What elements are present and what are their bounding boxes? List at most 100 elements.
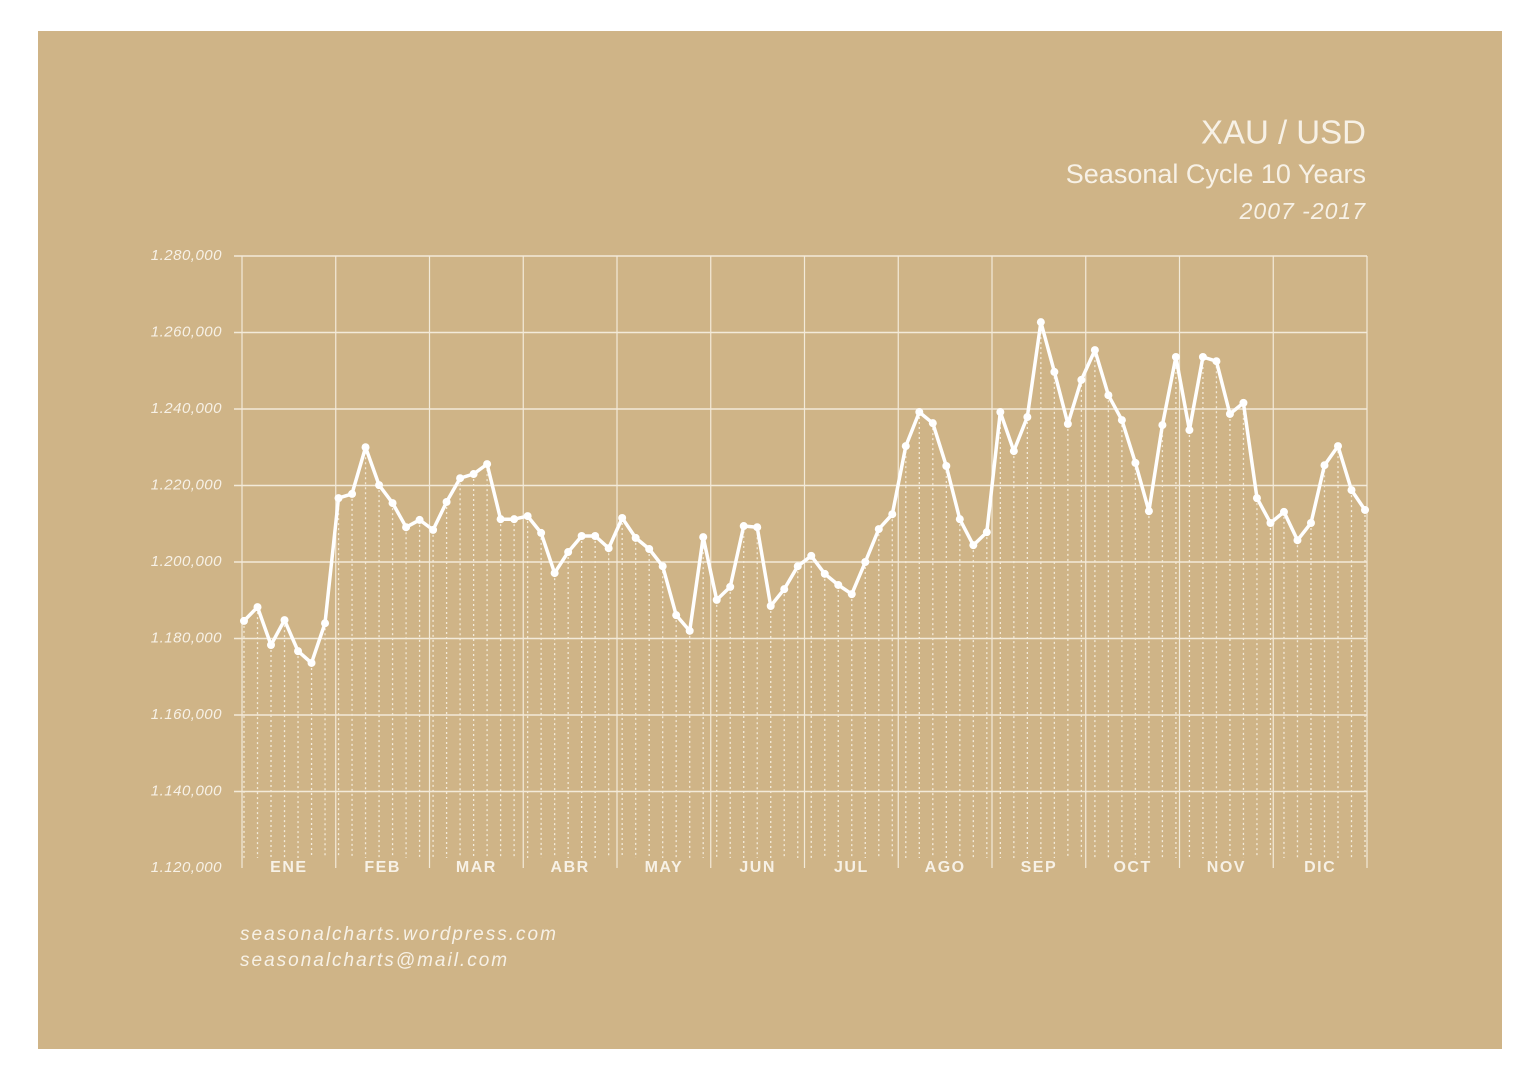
data-point — [240, 616, 248, 625]
data-point — [1333, 442, 1342, 451]
data-point — [834, 580, 843, 589]
x-tick-label: FEB — [364, 859, 401, 876]
data-point — [564, 548, 573, 557]
data-point — [402, 523, 411, 532]
data-point — [1347, 486, 1356, 495]
x-tick-label: MAR — [456, 859, 497, 876]
data-point — [591, 531, 600, 540]
data-point — [429, 525, 438, 534]
y-tick-label: 1.180,000 — [151, 629, 222, 646]
chart-subtitle: Seasonal Cycle 10 Years — [1066, 159, 1366, 189]
x-tick-label: NOV — [1207, 859, 1246, 876]
chart-period: 2007 -2017 — [1239, 198, 1367, 224]
data-point — [307, 658, 316, 667]
data-point — [888, 510, 897, 519]
x-tick-label: DIC — [1304, 859, 1336, 876]
y-tick-label: 1.260,000 — [151, 323, 222, 340]
data-point — [1306, 518, 1315, 527]
data-point — [1117, 416, 1126, 425]
data-point — [1279, 507, 1288, 516]
data-point — [1171, 352, 1180, 361]
data-point — [766, 601, 775, 610]
data-point — [631, 533, 640, 542]
data-point — [1063, 419, 1072, 428]
data-point — [604, 544, 613, 553]
data-point — [699, 533, 708, 542]
data-point — [442, 497, 451, 506]
data-point — [1131, 458, 1140, 467]
data-point — [1144, 507, 1153, 516]
x-tick-label: SEP — [1021, 859, 1058, 876]
data-point — [712, 595, 721, 604]
data-point — [780, 585, 789, 594]
y-tick-label: 1.120,000 — [151, 859, 222, 876]
data-point — [996, 408, 1005, 417]
data-point — [1225, 409, 1234, 418]
data-point — [672, 611, 681, 620]
data-point — [861, 558, 870, 566]
data-point — [267, 641, 276, 650]
data-point — [1090, 346, 1099, 355]
x-tick-label: AGO — [925, 859, 966, 876]
data-point — [361, 443, 370, 452]
data-point — [1077, 375, 1086, 384]
data-point — [1266, 518, 1275, 527]
footer-line: seasonalcharts@mail.com — [240, 950, 509, 971]
data-point — [1158, 421, 1167, 430]
data-point — [496, 515, 505, 524]
chart-title: XAU / USD — [1201, 114, 1366, 151]
data-point — [982, 528, 991, 537]
footer-line: seasonalcharts.wordpress.com — [240, 924, 558, 945]
data-point — [537, 528, 546, 537]
data-point — [658, 562, 667, 571]
data-point — [874, 525, 883, 534]
x-tick-label: MAY — [645, 859, 684, 876]
data-point — [334, 494, 343, 503]
x-tick-label: ENE — [270, 859, 307, 876]
data-point — [253, 603, 262, 612]
y-tick-label: 1.220,000 — [151, 476, 222, 493]
data-point — [1036, 318, 1045, 327]
data-point — [1320, 461, 1329, 470]
data-point — [523, 512, 532, 521]
data-point — [1212, 357, 1221, 366]
data-point — [1361, 505, 1369, 514]
y-tick-label: 1.200,000 — [151, 553, 222, 570]
data-point — [510, 515, 519, 524]
data-point — [1023, 413, 1032, 422]
data-point — [739, 522, 748, 531]
data-point — [577, 531, 586, 540]
data-point — [942, 461, 951, 470]
data-point — [1293, 536, 1302, 545]
x-tick-label: JUL — [834, 859, 869, 876]
data-point — [1252, 494, 1261, 503]
panel — [38, 31, 1502, 1049]
y-tick-label: 1.240,000 — [151, 400, 222, 417]
data-point — [456, 474, 465, 483]
data-point — [955, 515, 964, 524]
y-tick-label: 1.280,000 — [151, 247, 222, 264]
data-point — [969, 541, 978, 550]
data-point — [685, 626, 694, 635]
data-point — [1239, 398, 1248, 407]
data-point — [618, 514, 627, 523]
data-point — [483, 460, 492, 469]
data-point — [807, 551, 816, 560]
x-tick-label: ABR — [551, 859, 590, 876]
data-point — [348, 489, 357, 498]
data-point — [1050, 367, 1059, 376]
y-tick-label: 1.160,000 — [151, 706, 222, 723]
y-tick-label: 1.140,000 — [151, 782, 222, 799]
data-point — [928, 419, 937, 428]
x-tick-label: OCT — [1113, 859, 1151, 876]
data-point — [820, 569, 829, 578]
data-point — [793, 562, 802, 571]
data-point — [753, 523, 762, 532]
data-point — [469, 470, 478, 479]
data-point — [294, 647, 303, 656]
data-point — [280, 616, 289, 625]
data-point — [1185, 426, 1194, 435]
data-point — [321, 619, 330, 628]
data-point — [726, 582, 735, 591]
